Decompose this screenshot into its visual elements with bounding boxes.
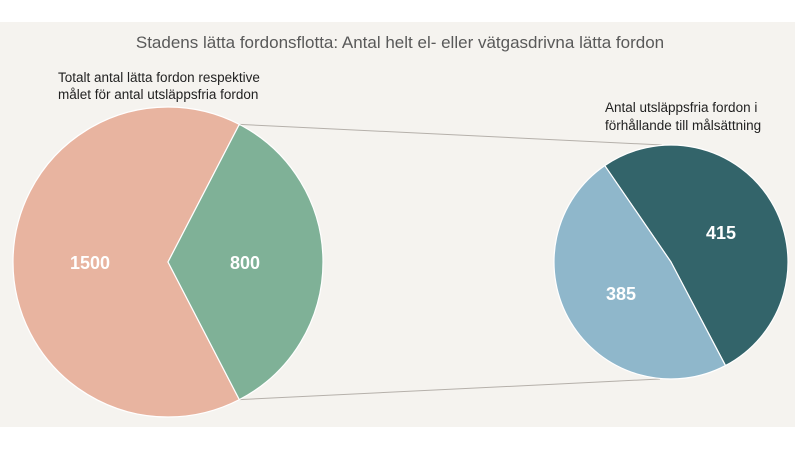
slice-label-415: 415 — [706, 223, 736, 243]
left-subtitle-line-1: Totalt antal lätta fordon respektive — [58, 70, 260, 85]
pie-slice-385 — [553, 164, 727, 380]
slice-label-1500: 1500 — [70, 253, 110, 273]
left-subtitle-line-2: målet för antal utsläppsfria fordon — [58, 87, 258, 102]
right-subtitle-line-1: Antal utsläppsfria fordon i — [605, 100, 757, 115]
pie-slice-800 — [167, 123, 324, 401]
connector-line-top — [239, 123, 663, 146]
pie-slice-1500 — [12, 106, 241, 418]
chart-title: Stadens lätta fordonsflotta: Antal helt … — [136, 33, 664, 52]
pie-slice-415 — [603, 144, 789, 367]
right-subtitle-line-2: förhållande till målsättning — [605, 118, 761, 133]
connector-line-bottom — [239, 378, 661, 401]
slice-label-385: 385 — [606, 284, 636, 304]
slice-label-800: 800 — [230, 253, 260, 273]
